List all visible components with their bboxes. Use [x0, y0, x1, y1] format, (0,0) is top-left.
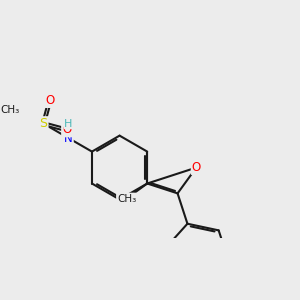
Text: N: N [64, 131, 73, 145]
Text: O: O [62, 123, 71, 136]
Text: CH₃: CH₃ [117, 194, 136, 203]
Text: H: H [64, 119, 73, 129]
Text: O: O [192, 161, 201, 174]
Text: O: O [45, 94, 54, 107]
Text: CH₃: CH₃ [1, 105, 20, 115]
Text: S: S [40, 117, 48, 130]
